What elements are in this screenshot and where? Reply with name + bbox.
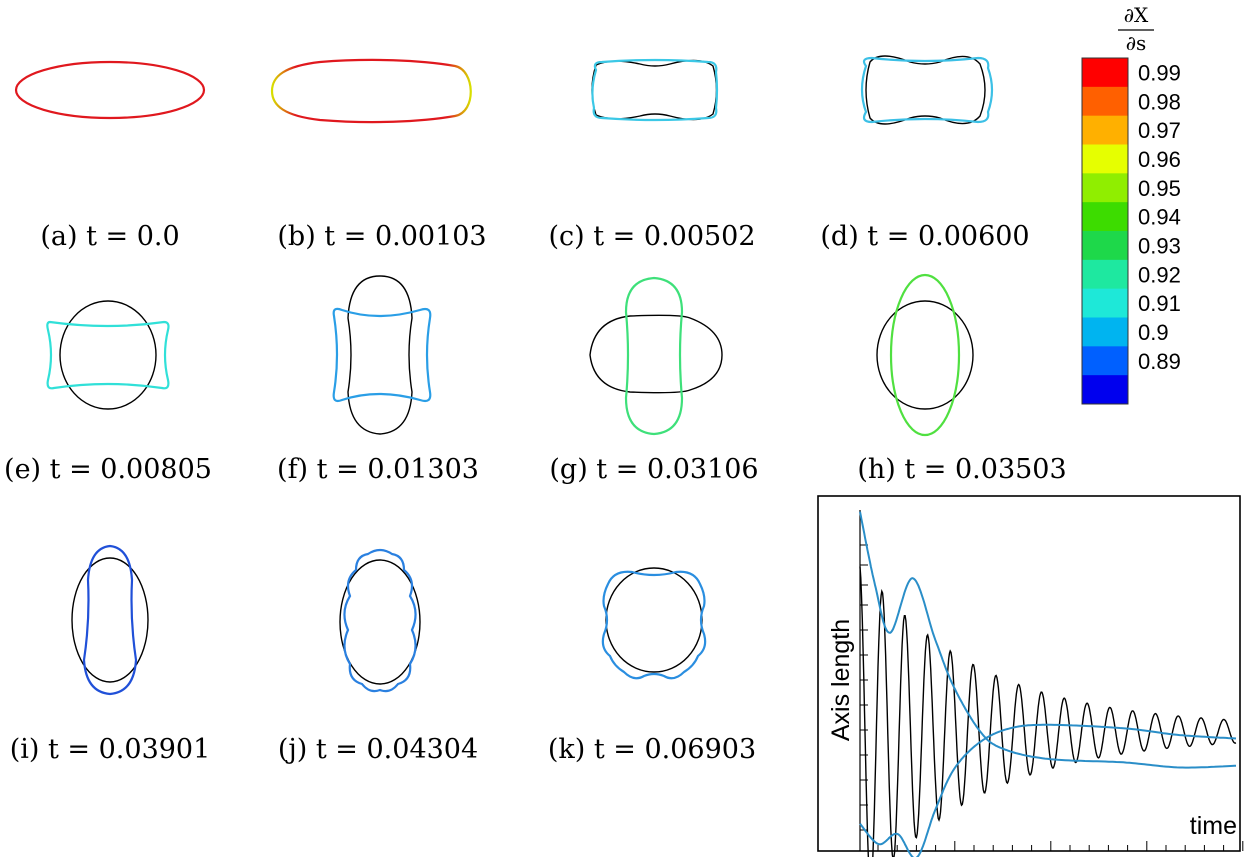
caption-a: (a) t = 0.0: [40, 221, 179, 252]
shape-a: [14, 60, 206, 120]
shape-e: [46, 320, 170, 390]
reference-e: [59, 300, 157, 410]
axis-length-chart: Axis length time: [817, 495, 1244, 857]
caption-i: (i) t = 0.03901: [10, 734, 211, 765]
panel-h: (h) t = 0.03503: [857, 273, 1067, 485]
panel-i: (i) t = 0.03901: [10, 544, 211, 765]
reference-k: [605, 567, 703, 673]
caption-b: (b) t = 0.00103: [277, 221, 486, 252]
reference-c: [591, 59, 718, 121]
colorbar-swatch: [1082, 58, 1128, 88]
shape-k: [601, 570, 707, 680]
panel-c: (c) t = 0.00502: [548, 58, 756, 252]
shape-j: [343, 548, 417, 693]
reference-i: [71, 557, 149, 683]
axis-series-blue-2: [859, 723, 1237, 857]
caption-c: (c) t = 0.00502: [548, 221, 755, 252]
caption-e: (e) t = 0.00805: [4, 454, 212, 485]
colorbar-swatch: [1082, 375, 1128, 405]
shape-g: [624, 276, 684, 436]
chart-xlabel: time: [1190, 812, 1237, 840]
colorbar-swatch: [1082, 288, 1128, 318]
panel-k: (k) t = 0.06903: [548, 567, 756, 765]
reference-f: [347, 275, 413, 435]
colorbar-border: [1081, 57, 1129, 405]
colorbar-swatch: [1082, 317, 1128, 347]
panel-j: (j) t = 0.04304: [278, 548, 478, 765]
colorbar-label-numerator: ∂X: [1124, 3, 1149, 27]
colorbar-tick-label: 0.93: [1138, 233, 1181, 258]
shape-b: [270, 58, 472, 124]
reference-h: [876, 300, 974, 410]
colorbar-tick-label: 0.92: [1138, 262, 1181, 287]
shape-f: [332, 307, 432, 403]
colorbar-tick-label: 0.95: [1138, 176, 1181, 201]
colorbar-swatches: [1081, 57, 1129, 405]
reference-g: [589, 314, 723, 394]
chart-ticks: [860, 544, 1244, 851]
colorbar-tick-label: 0.89: [1138, 349, 1181, 374]
chart-ylabel: Axis length: [827, 619, 855, 741]
colorbar-swatch: [1082, 144, 1128, 174]
caption-k: (k) t = 0.06903: [548, 734, 756, 765]
chart-frame: [817, 495, 1241, 852]
shape-i: [82, 544, 138, 696]
shape-h: [889, 273, 961, 437]
colorbar-tick-label: 0.98: [1138, 89, 1181, 114]
axis-series-black: [859, 566, 1237, 857]
panel-g: (g) t = 0.03106: [549, 276, 759, 485]
panel-b: (b) t = 0.00103: [270, 58, 487, 252]
colorbar-swatch: [1082, 202, 1128, 232]
reference-d: [865, 55, 986, 125]
caption-j: (j) t = 0.04304: [278, 734, 478, 765]
colorbar-swatch: [1082, 346, 1128, 376]
shape-d: [860, 56, 994, 124]
panel-a: (a) t = 0.0: [14, 60, 206, 252]
colorbar-swatch: [1082, 259, 1128, 290]
panel-e: (e) t = 0.00805: [4, 300, 212, 485]
colorbar-tick-label: 0.99: [1138, 60, 1181, 85]
colorbar-tick-label: 0.96: [1138, 147, 1181, 172]
colorbar-label-denominator: ∂s: [1126, 31, 1147, 55]
colorbar-swatch: [1082, 86, 1128, 117]
caption-f: (f) t = 0.01303: [277, 454, 479, 485]
panel-f: (f) t = 0.01303: [277, 275, 479, 485]
colorbar-tick-label: 0.91: [1138, 291, 1181, 316]
caption-d: (d) t = 0.00600: [820, 221, 1029, 252]
colorbar: ∂X ∂s 0.990.980.970.960.950.940.930.920.…: [1081, 3, 1181, 405]
colorbar-tick-label: 0.94: [1138, 205, 1181, 230]
colorbar-tick-label: 0.97: [1138, 118, 1181, 143]
panel-d: (d) t = 0.00600: [820, 55, 1030, 252]
colorbar-tick-label: 0.9: [1138, 320, 1169, 345]
caption-g: (g) t = 0.03106: [549, 454, 758, 485]
colorbar-swatch: [1082, 231, 1128, 261]
shape-c: [591, 58, 719, 122]
colorbar-swatch: [1082, 115, 1128, 145]
chart-lines: [859, 511, 1237, 857]
colorbar-swatch: [1082, 173, 1128, 203]
colorbar-ticks: 0.99 0.98 0.97 0.96 0.95 0.94 0.93 0.92 0.91 0.9 0…: [1138, 60, 1181, 373]
reference-j: [339, 559, 421, 685]
axis-series-blue-1: [859, 511, 1236, 769]
caption-h: (h) t = 0.03503: [857, 454, 1066, 485]
